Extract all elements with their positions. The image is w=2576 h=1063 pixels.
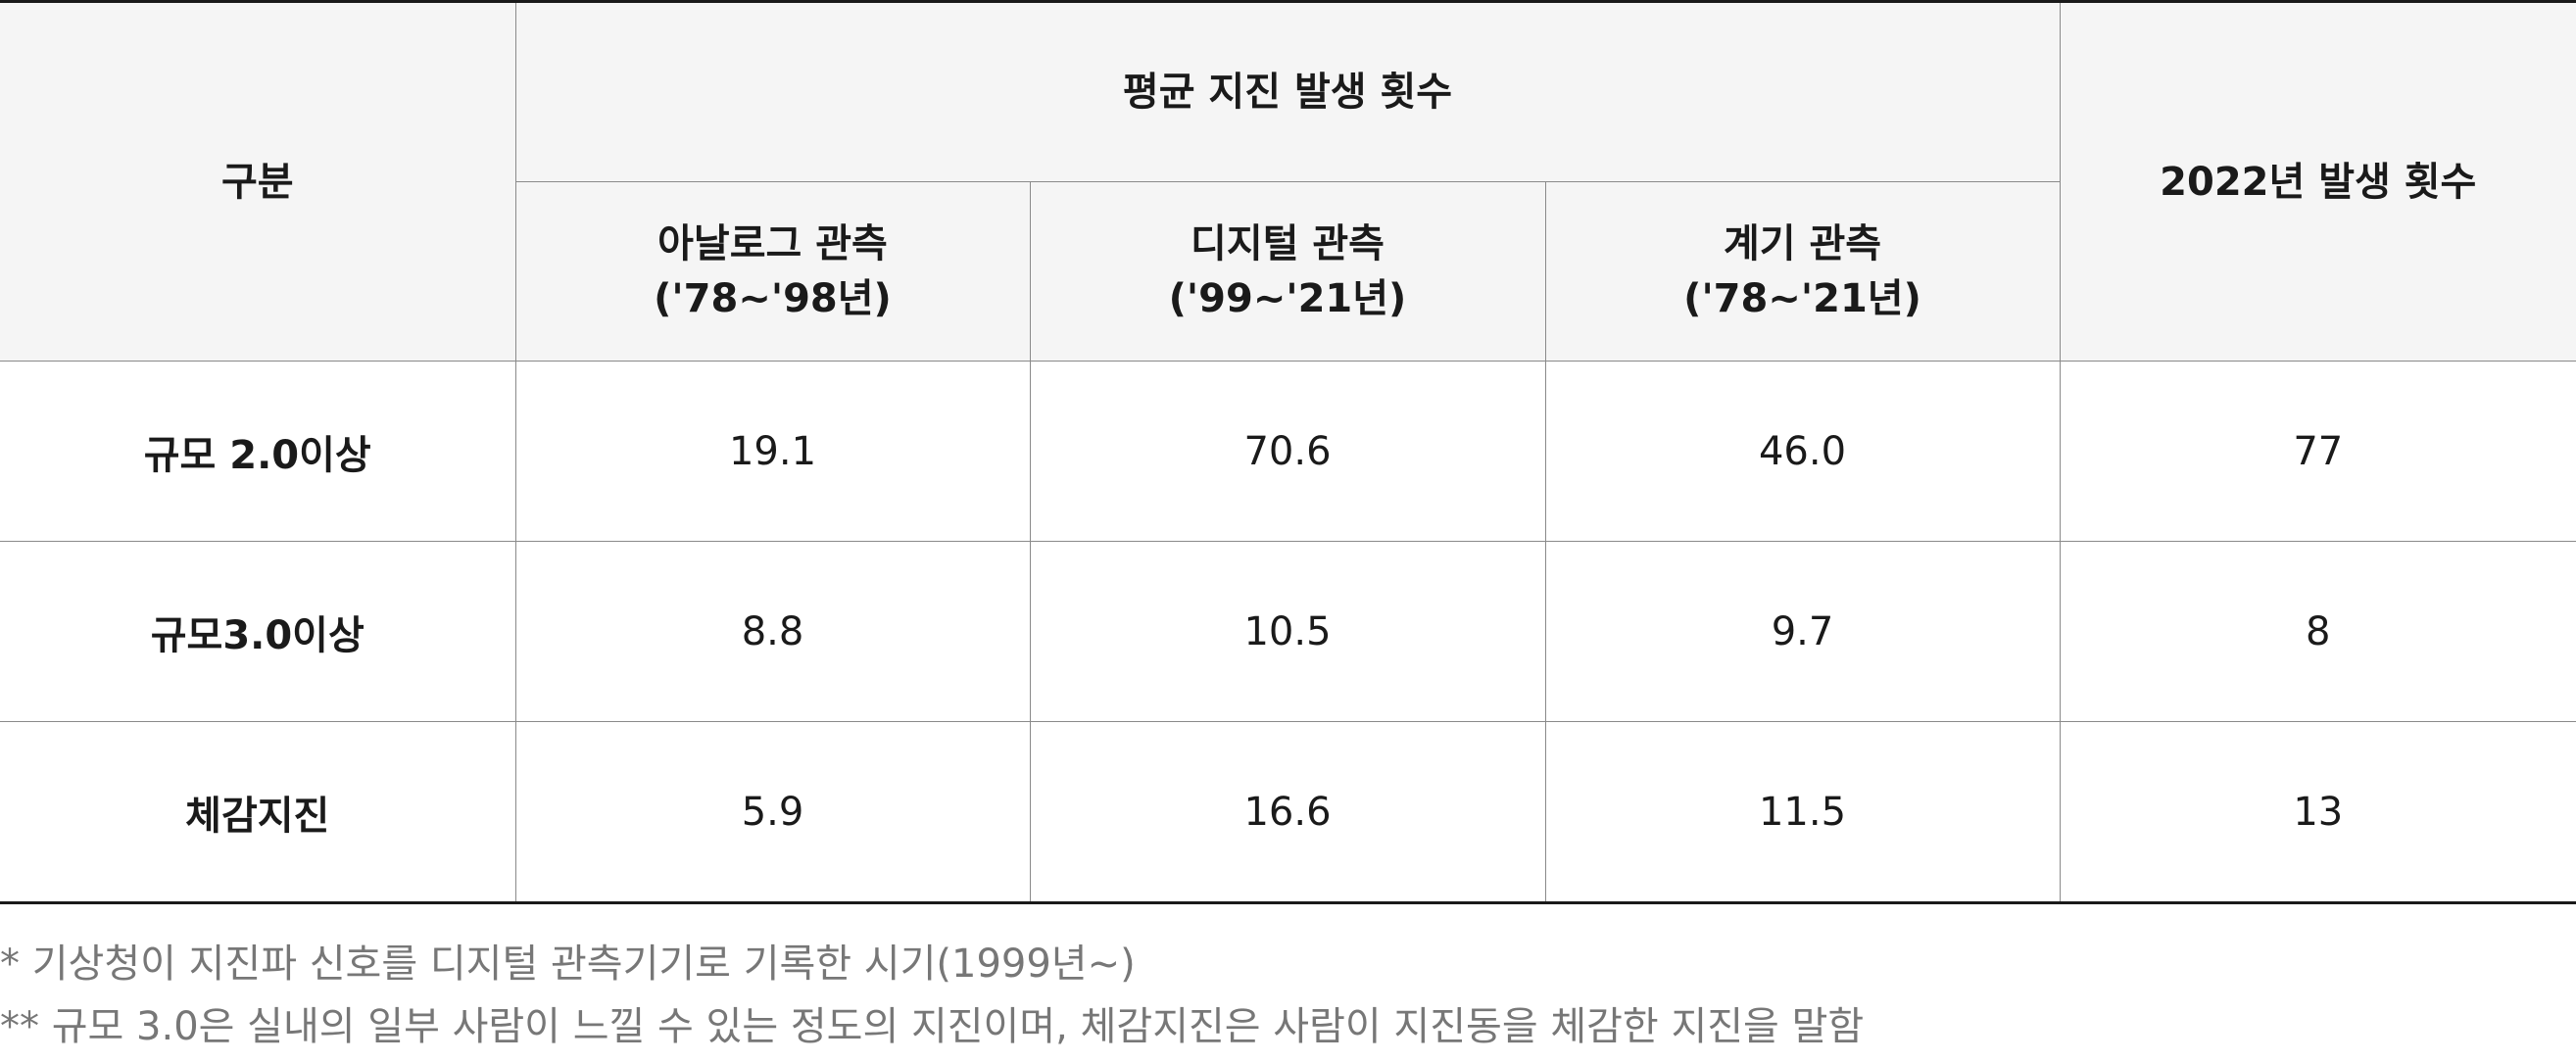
- cell-analog: 19.1: [514, 361, 1031, 542]
- earthquake-table-container: 구분 평균 지진 발생 횟수 2022년 발생 횟수 아날로그 관측 ('78~…: [0, 0, 2576, 904]
- cell-digital: 70.6: [1029, 361, 1546, 542]
- header-analog-label: 아날로그 관측: [657, 221, 888, 266]
- table-header: 구분 평균 지진 발생 횟수 2022년 발생 횟수 아날로그 관측 ('78~…: [0, 0, 2576, 362]
- header-row-2: 아날로그 관측 ('78~'98년) 디지털 관측 ('99~'21년) 계기 …: [0, 181, 2576, 362]
- header-2022-count: 2022년 발생 횟수: [2059, 0, 2576, 362]
- table-row: 규모3.0이상 8.8 10.5 9.7 8: [0, 541, 2576, 722]
- cell-analog: 8.8: [514, 541, 1031, 722]
- table-row: 규모 2.0이상 19.1 70.6 46.0 77: [0, 361, 2576, 542]
- header-instrument-observation: 계기 관측 ('78~'21년): [1544, 181, 2061, 362]
- cell-digital: 10.5: [1029, 541, 1546, 722]
- header-row-1: 구분 평균 지진 발생 횟수 2022년 발생 횟수: [0, 0, 2576, 362]
- cell-2022: 8: [2059, 541, 2576, 722]
- header-average-group: 평균 지진 발생 횟수: [514, 0, 2061, 182]
- cell-analog: 5.9: [514, 721, 1031, 904]
- row-label-felt-earthquake: 체감지진: [0, 721, 516, 904]
- header-digital-label: 디지털 관측: [1191, 221, 1385, 266]
- cell-2022: 13: [2059, 721, 2576, 904]
- header-instrument-label: 계기 관측: [1723, 221, 1882, 266]
- footnotes: * 기상청이 지진파 신호를 디지털 관측기기로 기록한 시기(1999년~) …: [0, 933, 2576, 1058]
- header-category: 구분: [0, 0, 516, 362]
- header-digital-period: ('99~'21년): [1168, 276, 1407, 321]
- footnote-digital-period: * 기상청이 지진파 신호를 디지털 관측기기로 기록한 시기(1999년~): [0, 942, 1136, 987]
- table-row: 체감지진 5.9 16.6 11.5 13: [0, 721, 2576, 904]
- footnote-magnitude-definition: ** 규모 3.0은 실내의 일부 사람이 느낄 수 있는 정도의 지진이며, …: [0, 1004, 1865, 1049]
- table-body: 규모 2.0이상 19.1 70.6 46.0 77 규모3.0이상 8.8 1…: [0, 361, 2576, 904]
- header-analog-observation: 아날로그 관측 ('78~'98년): [515, 181, 1031, 362]
- cell-digital: 16.6: [1029, 721, 1546, 904]
- header-analog-period: ('78~'98년): [654, 276, 892, 321]
- header-digital-observation: 디지털 관측 ('99~'21년): [1029, 181, 1546, 362]
- row-label-magnitude-3: 규모3.0이상: [0, 541, 516, 722]
- cell-instrument: 11.5: [1544, 721, 2061, 904]
- cell-instrument: 9.7: [1544, 541, 2061, 722]
- cell-2022: 77: [2059, 361, 2576, 542]
- cell-instrument: 46.0: [1544, 361, 2061, 542]
- row-label-magnitude-2: 규모 2.0이상: [0, 361, 516, 542]
- earthquake-frequency-table: 구분 평균 지진 발생 횟수 2022년 발생 횟수 아날로그 관측 ('78~…: [0, 0, 2576, 904]
- header-instrument-period: ('78~'21년): [1683, 276, 1921, 321]
